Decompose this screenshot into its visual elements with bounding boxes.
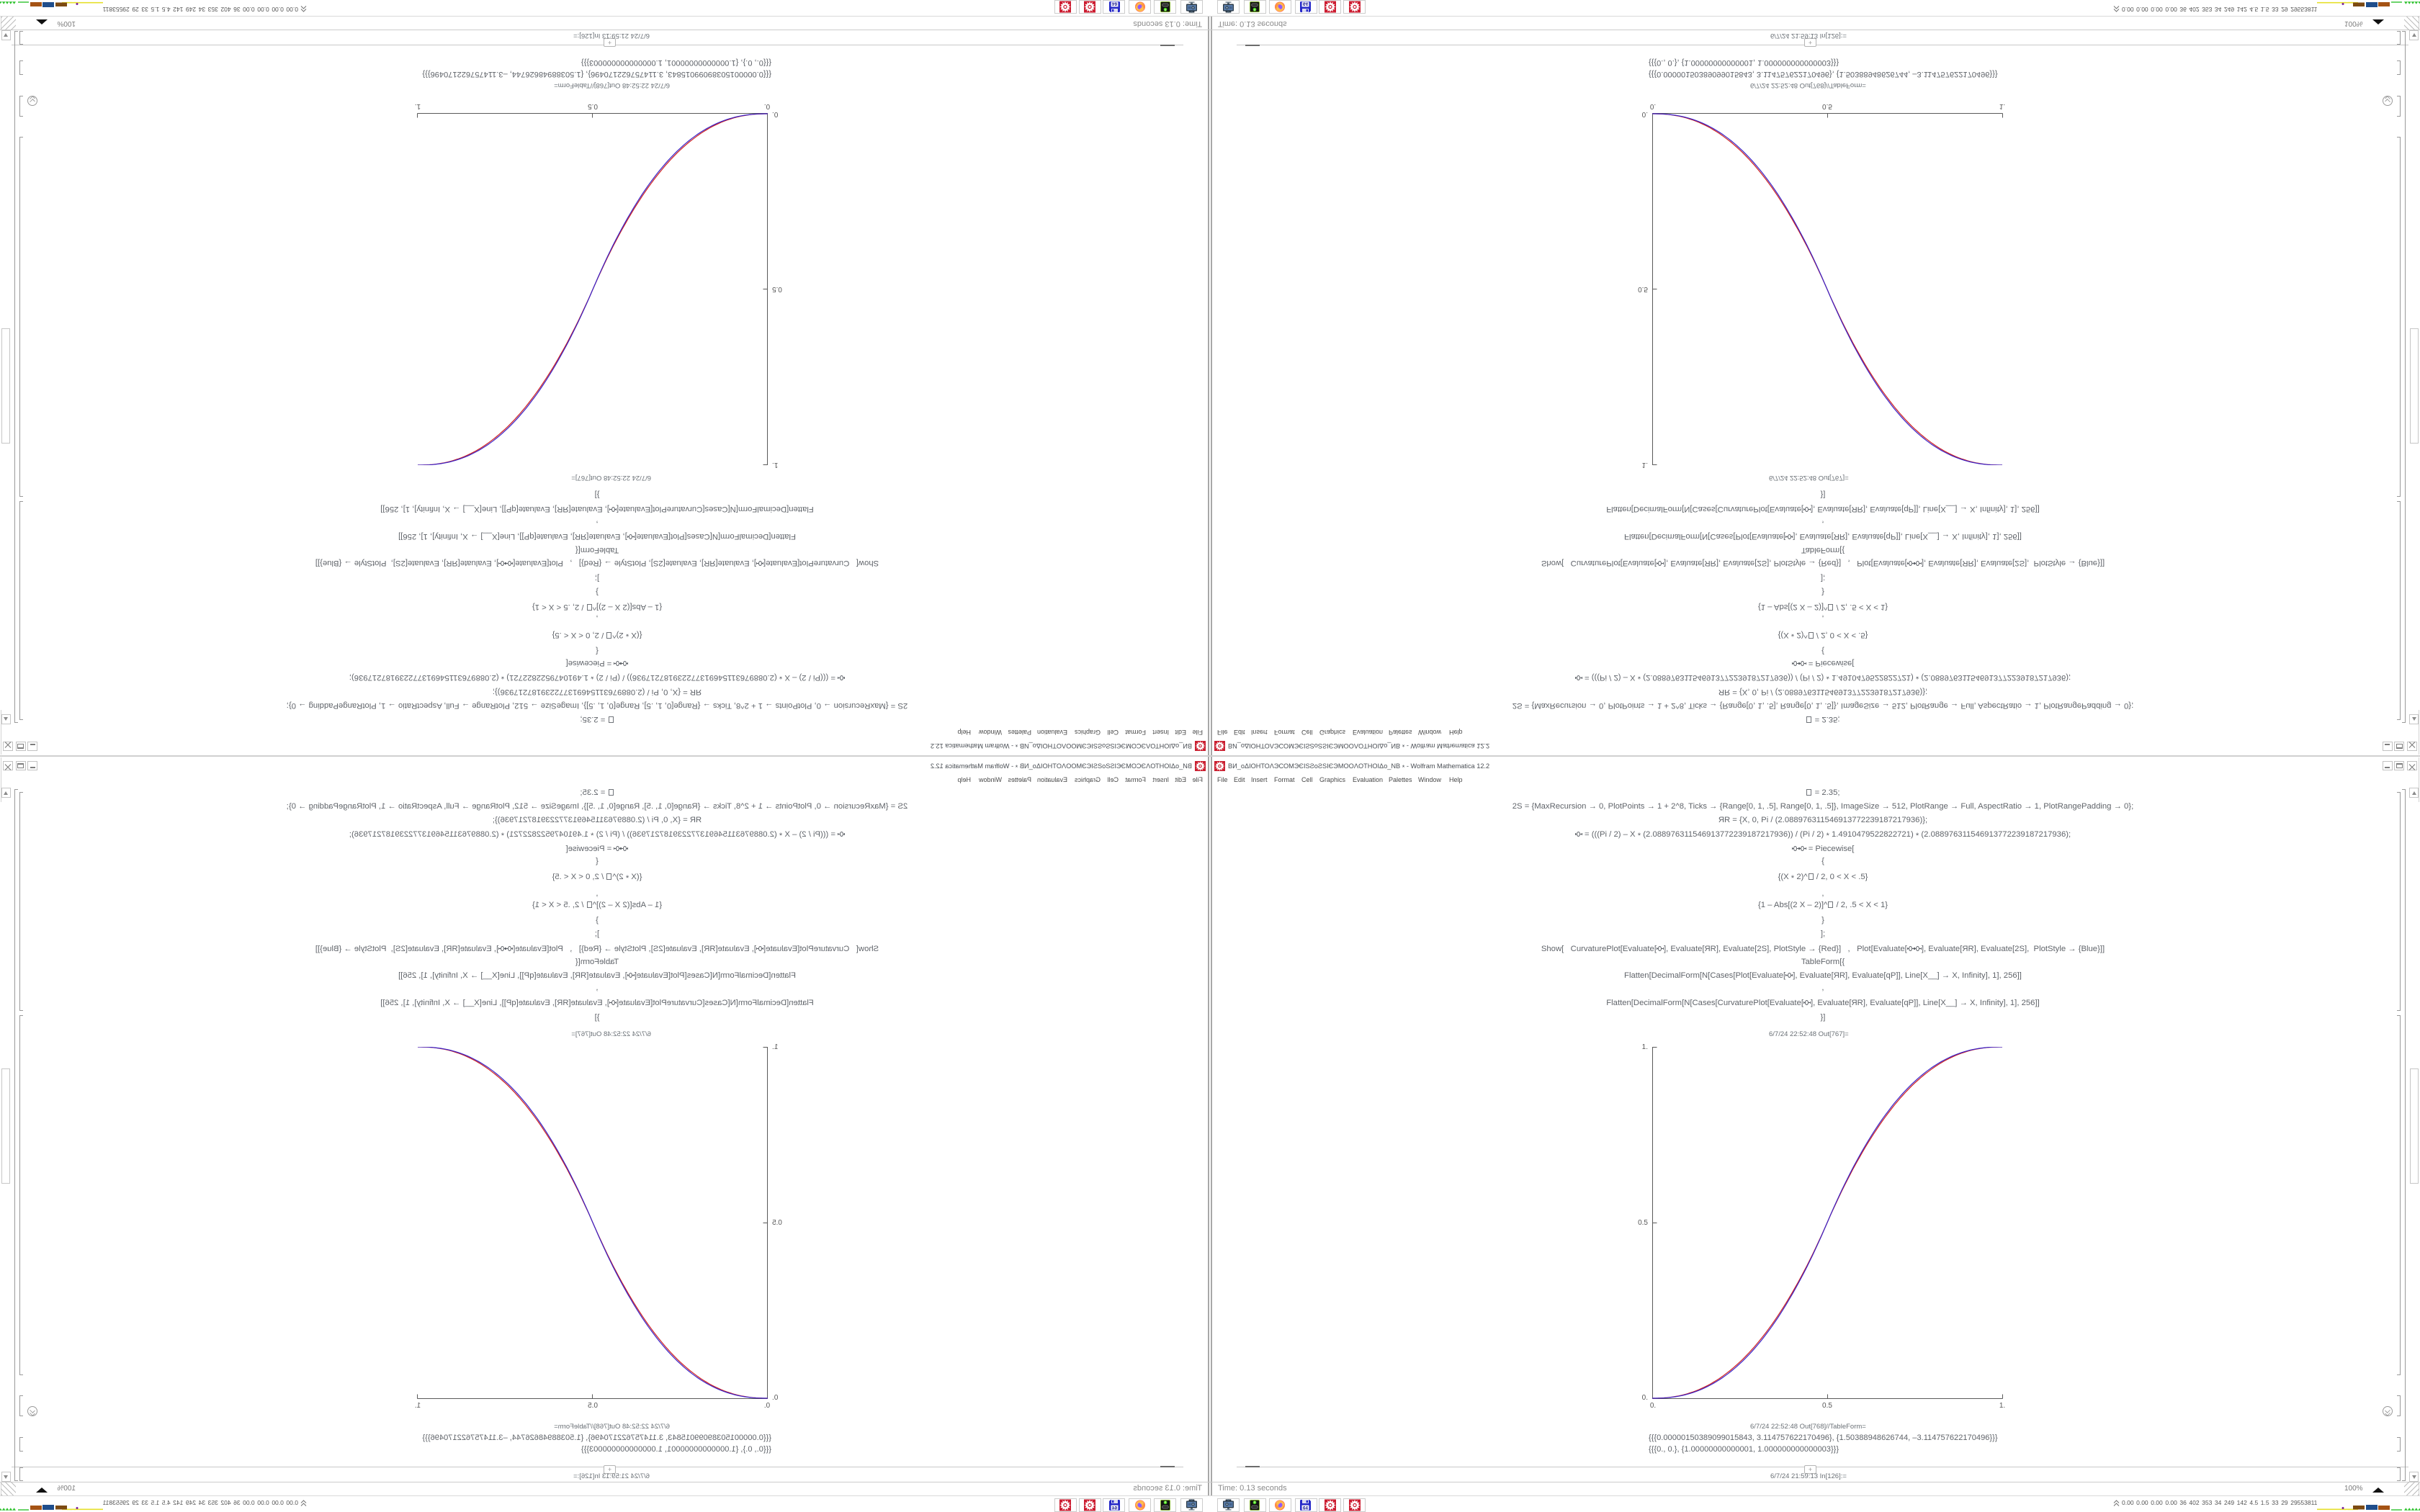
svg-text:64: 64 — [1303, 1506, 1308, 1511]
svg-text:64: 64 — [1303, 1, 1308, 6]
svg-text:64: 64 — [1112, 1506, 1117, 1511]
svg-text:64: 64 — [1112, 1, 1117, 6]
